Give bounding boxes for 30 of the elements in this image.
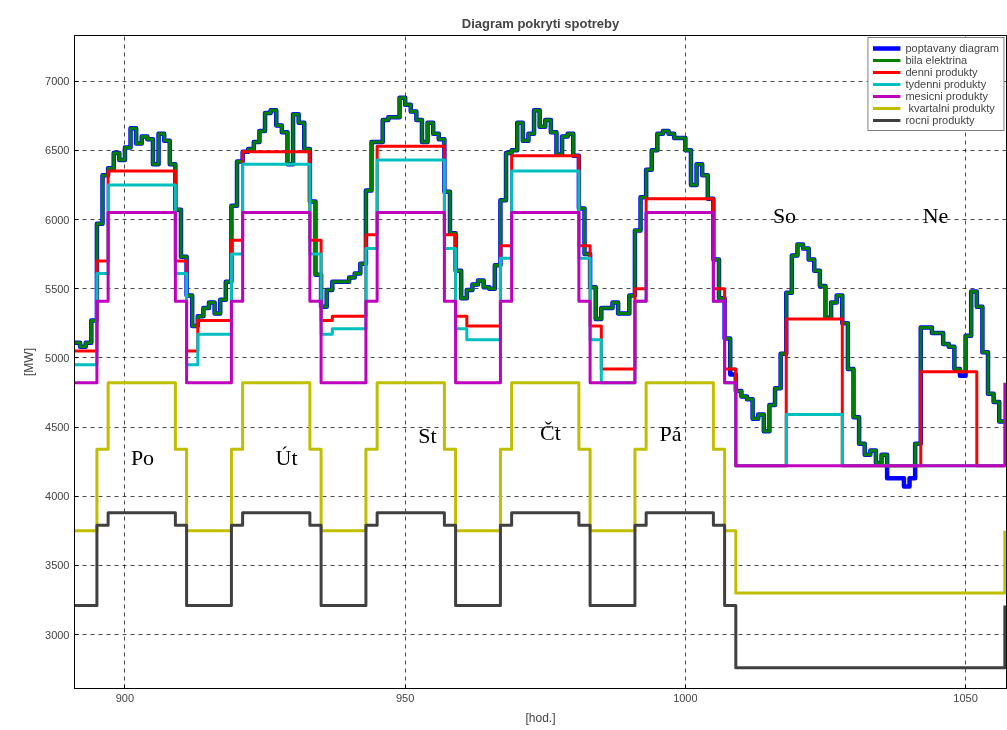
y-tick-label: 4000 [45, 490, 70, 503]
legend-label: denni produkty [905, 66, 978, 78]
y-tick-label: 5500 [45, 282, 70, 295]
legend-label: poptavany diagram [905, 42, 999, 54]
x-tick-label: 1050 [953, 691, 978, 704]
chart-title: Diagram pokryti spotreby [461, 15, 621, 31]
y-axis-title: [MW] [22, 348, 37, 376]
annotation: St [418, 423, 437, 448]
y-tick-label: 3000 [45, 628, 70, 641]
x-axis-title: [hod.] [525, 710, 556, 725]
legend-label: rocni produkty [905, 114, 975, 126]
x-tick-label: 900 [115, 691, 135, 704]
legend-label: mesicni produkty [905, 90, 988, 102]
x-tick-label: 1000 [673, 691, 698, 704]
annotation: So [772, 203, 797, 228]
y-tick-label: 6000 [45, 213, 70, 226]
annotation: Pá [659, 421, 682, 446]
annotation: Po [130, 445, 155, 470]
y-tick-label: 6500 [45, 144, 70, 157]
legend-label: bila elektrina [905, 54, 968, 66]
legend-label: kvartalni produkty [907, 102, 995, 114]
y-tick-label: 5000 [45, 351, 70, 364]
annotation: Čt [540, 420, 561, 445]
y-tick-label: 3500 [45, 559, 70, 572]
x-tick-label: 950 [395, 691, 415, 704]
y-tick-label: 4500 [45, 421, 70, 434]
annotation: Ne [922, 203, 949, 228]
y-tick-label: 7000 [45, 75, 70, 88]
annotation: Út [275, 445, 298, 470]
legend-label: tydenni produkty [905, 78, 987, 90]
